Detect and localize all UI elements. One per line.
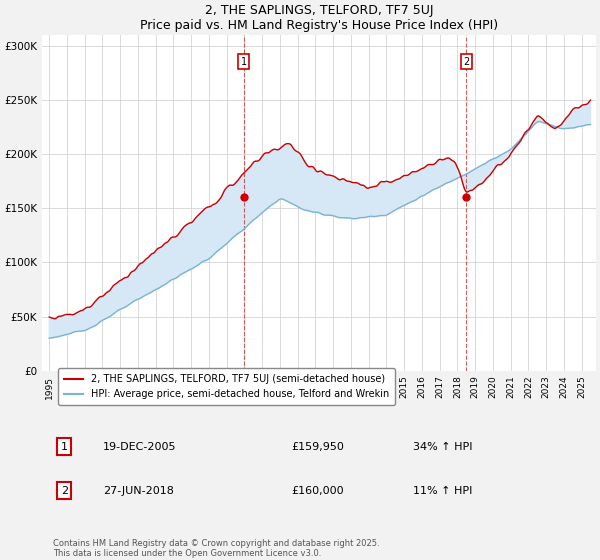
Text: 27-JUN-2018: 27-JUN-2018 (103, 486, 174, 496)
Text: 2: 2 (61, 486, 68, 496)
Legend: 2, THE SAPLINGS, TELFORD, TF7 5UJ (semi-detached house), HPI: Average price, sem: 2, THE SAPLINGS, TELFORD, TF7 5UJ (semi-… (58, 368, 395, 405)
Text: 1: 1 (61, 442, 68, 452)
Text: 2: 2 (463, 57, 469, 67)
Text: 1: 1 (241, 57, 247, 67)
Text: Contains HM Land Registry data © Crown copyright and database right 2025.
This d: Contains HM Land Registry data © Crown c… (53, 539, 380, 558)
Text: £159,950: £159,950 (292, 442, 344, 452)
Title: 2, THE SAPLINGS, TELFORD, TF7 5UJ
Price paid vs. HM Land Registry's House Price : 2, THE SAPLINGS, TELFORD, TF7 5UJ Price … (140, 4, 498, 32)
Text: 11% ↑ HPI: 11% ↑ HPI (413, 486, 472, 496)
Text: £160,000: £160,000 (292, 486, 344, 496)
Text: 19-DEC-2005: 19-DEC-2005 (103, 442, 176, 452)
Text: 34% ↑ HPI: 34% ↑ HPI (413, 442, 473, 452)
